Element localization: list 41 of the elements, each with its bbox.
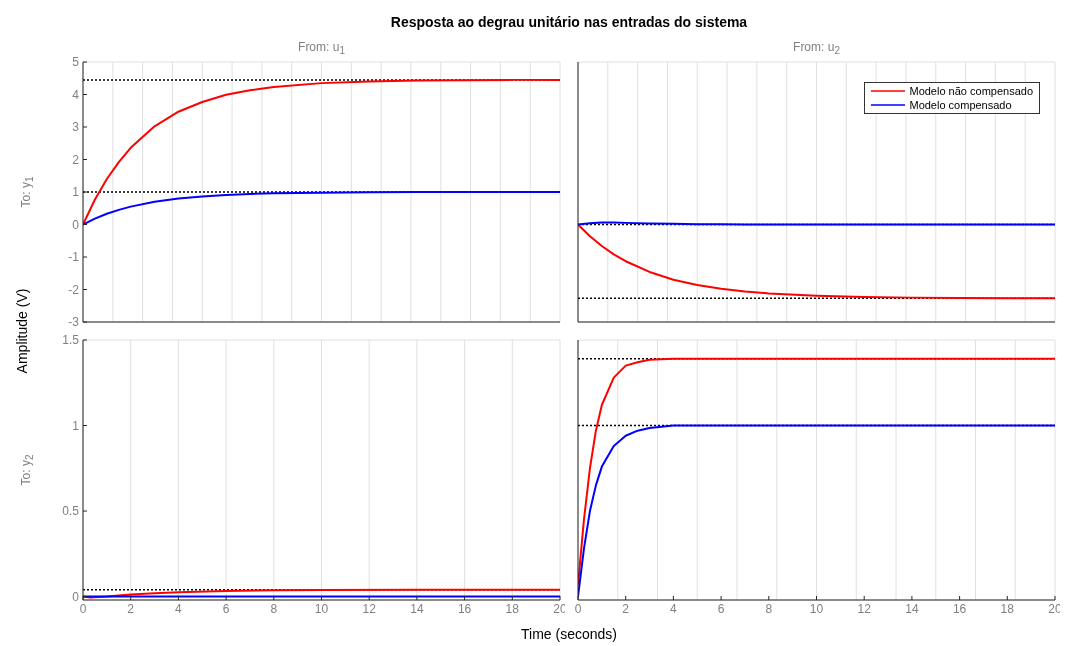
x-tick-label: 2 [127, 601, 135, 616]
y-tick-label: 4 [72, 87, 80, 102]
legend-label: Modelo não compensado [909, 84, 1033, 98]
x-tick-label: 14 [905, 601, 919, 616]
x-tick-label: 10 [809, 601, 824, 616]
x-tick-label: 6 [717, 601, 725, 616]
y-tick-label: 0.5 [62, 504, 80, 519]
line-series [83, 191, 560, 226]
x-tick-label: 8 [765, 601, 773, 616]
x-tick-label: 18 [1000, 601, 1015, 616]
y-tick-label: 3 [72, 120, 80, 135]
text: Amplitude (V) [14, 288, 30, 374]
x-tick-label: 4 [175, 601, 183, 616]
y-tick-label: 1.5 [62, 333, 80, 348]
chart-subtitle: From: u$_{2}$ [792, 40, 841, 57]
y-tick-label: -2 [68, 282, 80, 297]
x-tick-label: 2 [622, 601, 630, 616]
chart-title: Resposta ao degrau unitário nas entradas do sistema [389, 14, 749, 30]
x-axis-title: Time (seconds) [520, 626, 618, 642]
y-tick-label: 0 [72, 217, 80, 232]
x-tick-label: 6 [222, 601, 230, 616]
line-series [83, 78, 560, 226]
x-tick-label: 8 [270, 601, 278, 616]
y-tick-label: 2 [72, 152, 80, 167]
y-tick-label: 1 [72, 185, 80, 200]
x-tick-label: 16 [952, 601, 967, 616]
y-tick-label: 1 [72, 418, 80, 433]
x-tick-label: 0 [574, 601, 582, 616]
y-tick-label: -1 [68, 250, 80, 265]
x-tick-label: 12 [362, 601, 377, 616]
x-tick-label: 16 [457, 601, 472, 616]
x-tick-label: 18 [505, 601, 520, 616]
chart-subtitle: From: u$_{1}$ [297, 40, 346, 57]
y-tick-label: 0 [72, 589, 80, 604]
legend-label: Modelo compensado [909, 98, 1012, 112]
x-tick-label: 14 [410, 601, 424, 616]
x-tick-label: 10 [314, 601, 329, 616]
x-tick-label: 4 [670, 601, 678, 616]
y-tick-label: -3 [68, 315, 80, 330]
x-tick-label: 12 [857, 601, 872, 616]
y-tick-label: 5 [72, 55, 80, 70]
